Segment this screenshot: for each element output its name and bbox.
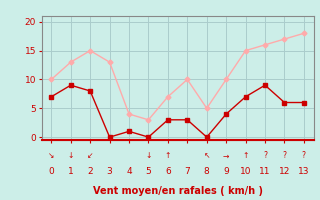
Text: ?: ? <box>283 152 286 160</box>
Text: 0: 0 <box>48 168 54 177</box>
Text: 3: 3 <box>107 168 112 177</box>
Text: Vent moyen/en rafales ( km/h ): Vent moyen/en rafales ( km/h ) <box>92 186 263 196</box>
Text: ↙: ↙ <box>87 152 93 160</box>
Text: 4: 4 <box>126 168 132 177</box>
Text: 9: 9 <box>223 168 229 177</box>
Text: ↑: ↑ <box>243 152 249 160</box>
Text: 10: 10 <box>240 168 251 177</box>
Text: ↓: ↓ <box>145 152 152 160</box>
Text: →: → <box>223 152 229 160</box>
Text: 7: 7 <box>184 168 190 177</box>
Text: 2: 2 <box>87 168 93 177</box>
Text: ?: ? <box>302 152 306 160</box>
Text: 5: 5 <box>146 168 151 177</box>
Text: 6: 6 <box>165 168 171 177</box>
Text: ↖: ↖ <box>204 152 210 160</box>
Text: ?: ? <box>263 152 267 160</box>
Text: ↓: ↓ <box>68 152 74 160</box>
Text: 8: 8 <box>204 168 210 177</box>
Text: 1: 1 <box>68 168 74 177</box>
Text: ↘: ↘ <box>48 152 54 160</box>
Text: ↑: ↑ <box>165 152 171 160</box>
Text: 12: 12 <box>279 168 290 177</box>
Text: 11: 11 <box>259 168 271 177</box>
Text: 13: 13 <box>298 168 310 177</box>
